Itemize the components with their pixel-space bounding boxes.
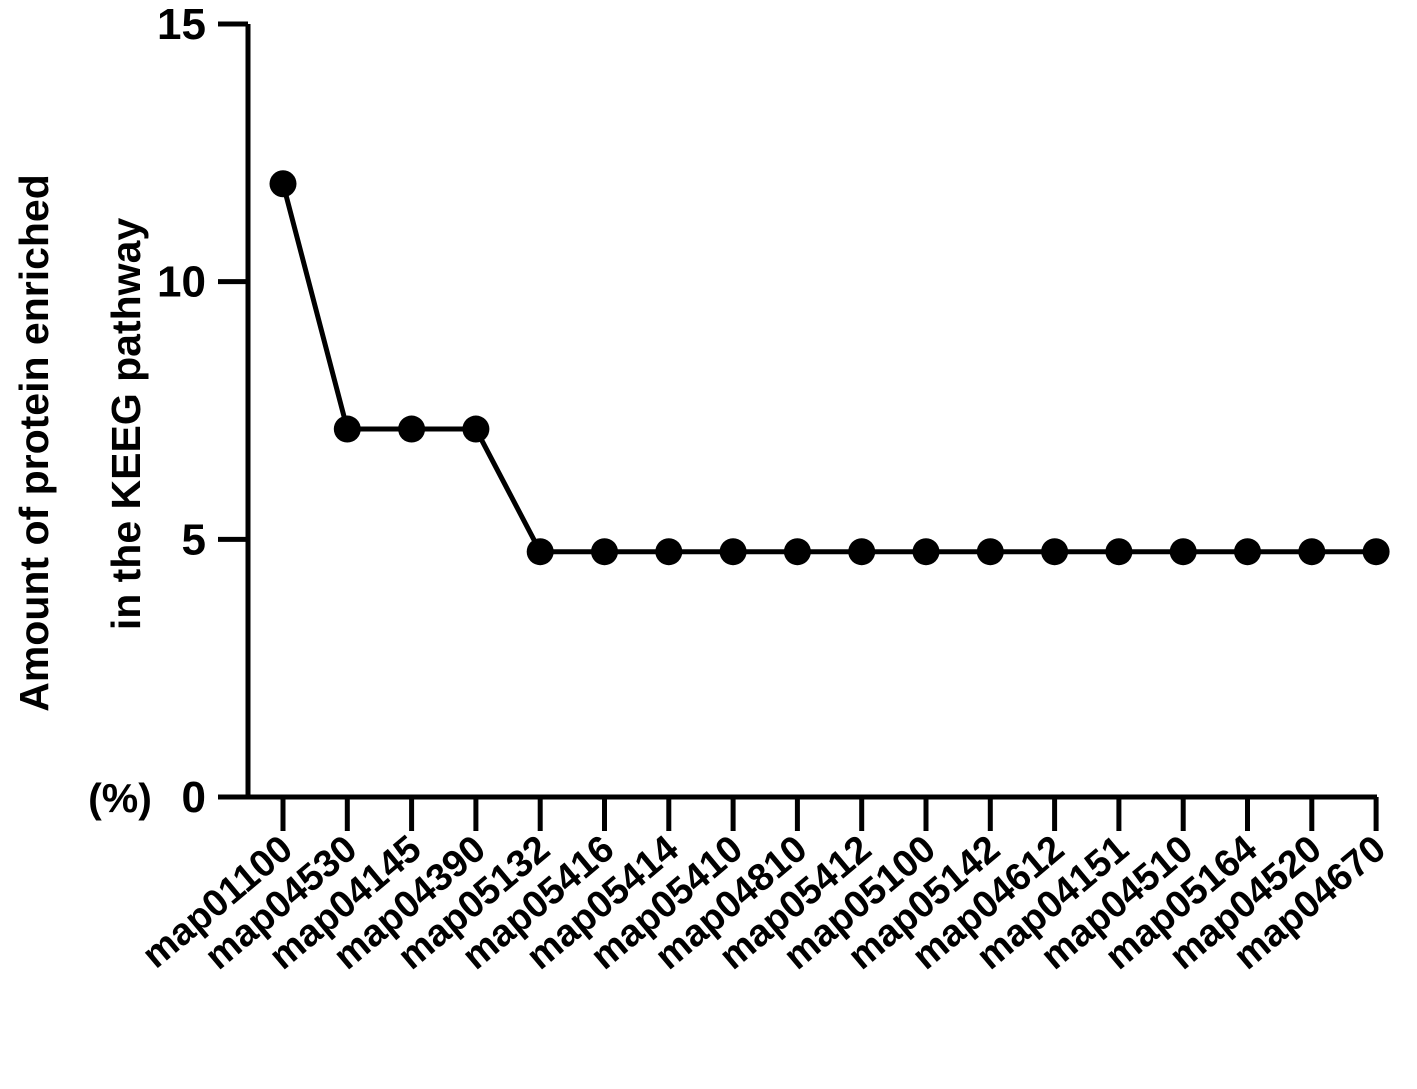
series-line: [280, 183, 1377, 555]
y-axis-label-unit: (%): [88, 775, 152, 821]
data-point: [591, 538, 618, 566]
data-point: [848, 538, 876, 566]
y-axis-label-line-2: in the KEEG pathway: [103, 218, 149, 631]
y-axis-label: Amount of protein enriched in the KEEG p…: [11, 174, 152, 821]
data-point: [333, 415, 361, 443]
data-point: [462, 415, 490, 443]
data-point: [655, 538, 683, 566]
data-point: [976, 538, 1004, 566]
y-tick-label: 0: [182, 773, 206, 822]
data-point: [1298, 538, 1326, 566]
data-point: [269, 170, 297, 198]
y-tick-label: 5: [182, 515, 206, 564]
data-point: [912, 538, 940, 566]
y-axis-label-line-1: Amount of protein enriched: [11, 174, 57, 712]
data-point: [719, 538, 747, 566]
y-tick-label: 15: [157, 0, 206, 49]
data-point: [783, 538, 811, 566]
series-group: [269, 170, 1390, 566]
y-axis: 0 5 10 15: [157, 0, 251, 822]
x-axis: map01100map04530map04145map04390map05132…: [135, 794, 1394, 978]
y-ticks: 0 5 10 15: [157, 0, 248, 822]
data-point: [1169, 538, 1197, 566]
data-point: [1234, 538, 1261, 566]
x-ticks: map01100map04530map04145map04390map05132…: [135, 797, 1394, 978]
data-point: [398, 415, 426, 443]
data-point: [1041, 538, 1069, 566]
y-tick-label: 10: [157, 258, 206, 307]
data-point: [1362, 538, 1390, 566]
data-point: [1105, 538, 1133, 566]
data-point: [526, 538, 554, 566]
